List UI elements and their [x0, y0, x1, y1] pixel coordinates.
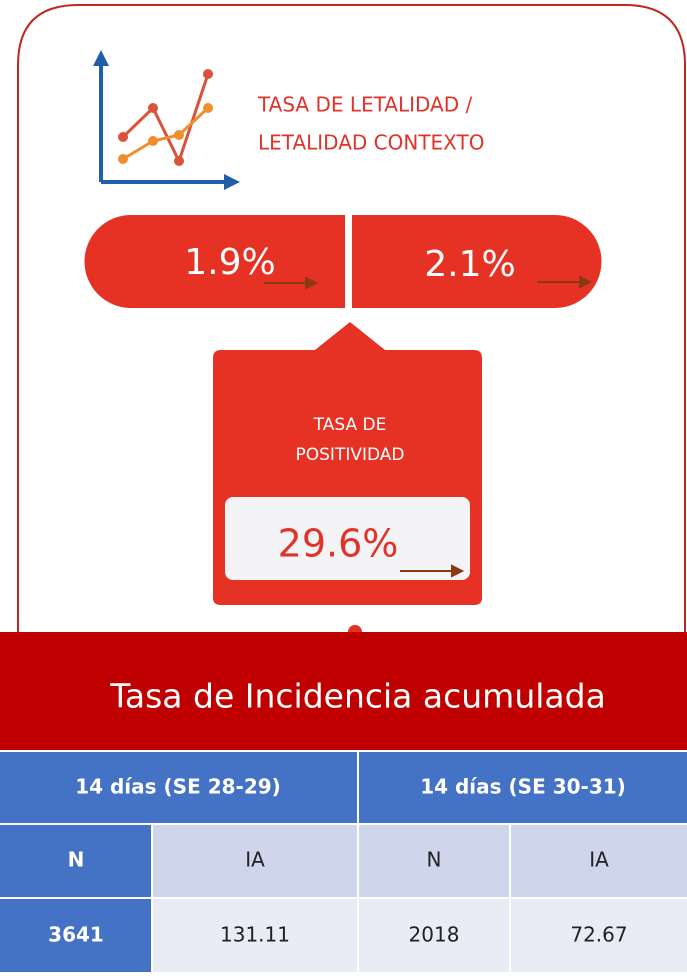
title-line: LETALIDAD CONTEXTO: [258, 131, 484, 155]
cell: [153, 825, 357, 897]
header-text: 14 días (SE 30-31): [420, 775, 626, 799]
cell-text: 3641: [48, 923, 104, 947]
value-text: 29.6%: [278, 522, 399, 566]
trend-arrow: [400, 564, 465, 578]
value-pill: [84, 215, 345, 308]
cell-text: IA: [245, 848, 265, 872]
cell: [0, 899, 151, 972]
cell: [511, 825, 687, 897]
cell: [511, 899, 687, 972]
cell: [359, 899, 509, 972]
callout-title: POSITIVIDAD: [296, 445, 405, 465]
frame: [17, 4, 686, 632]
header-cell: [359, 752, 687, 823]
trend-arrows: [264, 275, 593, 290]
banner: [0, 632, 687, 750]
value-text: 2.1%: [424, 244, 515, 285]
title-line: TASA DE LETALIDAD /: [257, 93, 473, 117]
cell: [359, 825, 509, 897]
value-box: [225, 497, 470, 580]
header-text: 14 días (SE 28-29): [75, 775, 281, 799]
cell-text: N: [68, 848, 85, 872]
value-pill: [352, 215, 602, 308]
value-text: 1.9%: [184, 242, 275, 283]
chart-icon: [93, 50, 240, 190]
banner-title: Tasa de Incidencia acumulada: [109, 677, 606, 716]
cell-text: IA: [589, 848, 609, 872]
table: 14 días (SE 28-29) 14 días (SE 30-31) N …: [0, 752, 687, 972]
cell-text: 72.67: [570, 923, 627, 947]
cell-text: 2018: [409, 923, 460, 947]
callout-title: TASA DE: [313, 415, 387, 435]
cell: [153, 899, 357, 972]
header-cell: [0, 752, 357, 823]
cell-text: 131.11: [220, 923, 290, 947]
cell: [0, 825, 151, 897]
cell-text: N: [427, 848, 442, 872]
